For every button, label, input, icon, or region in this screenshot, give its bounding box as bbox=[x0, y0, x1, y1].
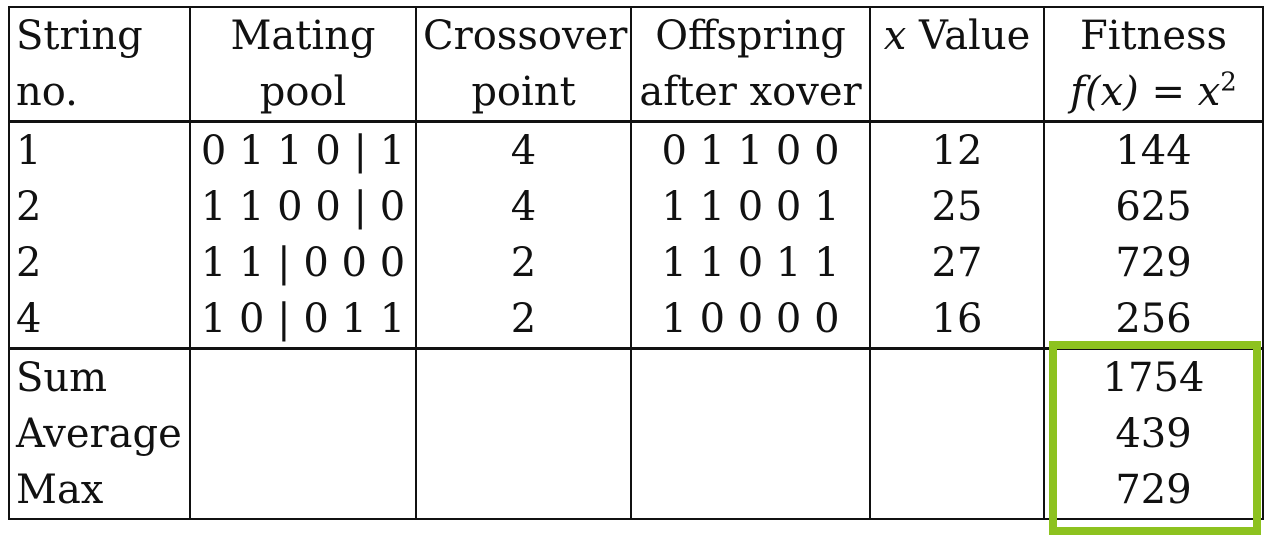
table-row: 1 0 1 1 0 | 1 4 0 1 1 0 0 12 144 bbox=[8, 121, 1264, 179]
cell-mating-pool: 1 1 0 0 | 0 bbox=[189, 179, 417, 235]
header-string-no-line1: String bbox=[8, 6, 191, 64]
cell-offspring: 0 1 1 0 0 bbox=[630, 121, 871, 179]
cell-offspring: 1 0 0 0 0 bbox=[630, 291, 871, 350]
summary-label: Sum bbox=[8, 348, 191, 406]
cell-fitness: 625 bbox=[1043, 179, 1264, 235]
empty-cell bbox=[630, 462, 871, 519]
summary-row-sum: Sum 1754 bbox=[8, 348, 1264, 406]
header-x-value: x Value bbox=[869, 6, 1045, 64]
table-row: 2 1 1 | 0 0 0 2 1 1 0 1 1 27 729 bbox=[8, 235, 1264, 291]
fitness-exponent: 2 bbox=[1220, 67, 1237, 98]
cell-crossover-point: 2 bbox=[415, 235, 632, 291]
empty-cell bbox=[630, 348, 871, 406]
x-value-word: Value bbox=[906, 13, 1031, 59]
cell-offspring: 1 1 0 0 1 bbox=[630, 179, 871, 235]
cell-x-value: 12 bbox=[869, 121, 1045, 179]
header-fitness-line1: Fitness bbox=[1043, 6, 1264, 64]
table-row: 2 1 1 0 0 | 0 4 1 1 0 0 1 25 625 bbox=[8, 179, 1264, 235]
cell-fitness: 729 bbox=[1043, 235, 1264, 291]
summary-row-max: Max 729 bbox=[8, 462, 1264, 519]
header-mating-pool-line2: pool bbox=[189, 64, 417, 123]
cell-x-value: 16 bbox=[869, 291, 1045, 350]
header-row-1: String Mating Crossover Offspring x Valu… bbox=[8, 6, 1264, 64]
fitness-rhs: x bbox=[1197, 69, 1221, 115]
empty-cell bbox=[189, 406, 417, 462]
summary-label: Max bbox=[8, 462, 191, 519]
cell-offspring: 1 1 0 1 1 bbox=[630, 235, 871, 291]
cell-mating-pool: 0 1 1 0 | 1 bbox=[189, 121, 417, 179]
empty-cell bbox=[869, 406, 1045, 462]
table-row: 4 1 0 | 0 1 1 2 1 0 0 0 0 16 256 bbox=[8, 291, 1264, 350]
header-x-value-line2 bbox=[869, 64, 1045, 123]
summary-fitness: 729 bbox=[1043, 462, 1264, 519]
summary-row-average: Average 439 bbox=[8, 406, 1264, 462]
empty-cell bbox=[630, 406, 871, 462]
header-row-2: no. pool point after xover f(x) = x2 bbox=[8, 64, 1264, 123]
header-crossover-point-line1: Crossover bbox=[415, 6, 632, 64]
cell-x-value: 27 bbox=[869, 235, 1045, 291]
cell-mating-pool: 1 0 | 0 1 1 bbox=[189, 291, 417, 350]
empty-cell bbox=[415, 348, 632, 406]
cell-crossover-point: 2 bbox=[415, 291, 632, 350]
cell-string-no: 2 bbox=[8, 179, 191, 235]
x-variable: x bbox=[883, 13, 907, 59]
summary-fitness: 1754 bbox=[1043, 348, 1264, 406]
cell-crossover-point: 4 bbox=[415, 121, 632, 179]
header-string-no-line2: no. bbox=[8, 64, 191, 123]
empty-cell bbox=[415, 462, 632, 519]
header-offspring-line2: after xover bbox=[630, 64, 871, 123]
cell-string-no: 1 bbox=[8, 121, 191, 179]
header-offspring-line1: Offspring bbox=[630, 6, 871, 64]
cell-fitness: 144 bbox=[1043, 121, 1264, 179]
empty-cell bbox=[189, 348, 417, 406]
header-crossover-point-line2: point bbox=[415, 64, 632, 123]
summary-fitness: 439 bbox=[1043, 406, 1264, 462]
empty-cell bbox=[415, 406, 632, 462]
fitness-eq: = bbox=[1138, 69, 1198, 115]
header-fitness-formula: f(x) = x2 bbox=[1043, 64, 1264, 123]
empty-cell bbox=[869, 348, 1045, 406]
genetic-algorithm-table: String Mating Crossover Offspring x Valu… bbox=[8, 6, 1264, 520]
cell-fitness: 256 bbox=[1043, 291, 1264, 350]
empty-cell bbox=[869, 462, 1045, 519]
cell-mating-pool: 1 1 | 0 0 0 bbox=[189, 235, 417, 291]
summary-label: Average bbox=[8, 406, 191, 462]
cell-string-no: 4 bbox=[8, 291, 191, 350]
fitness-lhs: f(x) bbox=[1070, 69, 1139, 115]
cell-x-value: 25 bbox=[869, 179, 1045, 235]
cell-string-no: 2 bbox=[8, 235, 191, 291]
empty-cell bbox=[189, 462, 417, 519]
header-mating-pool-line1: Mating bbox=[189, 6, 417, 64]
cell-crossover-point: 4 bbox=[415, 179, 632, 235]
